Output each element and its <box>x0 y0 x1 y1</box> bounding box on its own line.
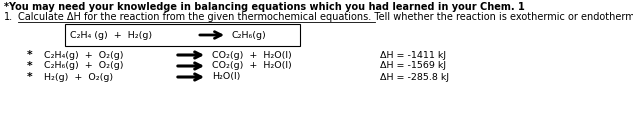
Text: Calculate ΔH for the reaction from the given thermochemical equations. Tell whet: Calculate ΔH for the reaction from the g… <box>18 12 633 22</box>
Text: C₂H₆(g): C₂H₆(g) <box>232 30 266 39</box>
Text: C₂H₄(g)  +  O₂(g): C₂H₄(g) + O₂(g) <box>44 51 123 60</box>
Text: *You may need your knowledge in balancing equations which you had learned in you: *You may need your knowledge in balancin… <box>4 2 525 12</box>
Text: C₂H₆(g)  +  O₂(g): C₂H₆(g) + O₂(g) <box>44 62 123 70</box>
Text: CO₂(g)  +  H₂O(l): CO₂(g) + H₂O(l) <box>212 62 292 70</box>
Text: *: * <box>27 50 33 60</box>
Text: ΔH = -285.8 kJ: ΔH = -285.8 kJ <box>380 72 449 81</box>
Text: ΔH = -1411 kJ: ΔH = -1411 kJ <box>380 51 446 60</box>
Text: ΔH = -1569 kJ: ΔH = -1569 kJ <box>380 62 446 70</box>
Text: *: * <box>27 72 33 82</box>
FancyBboxPatch shape <box>65 24 300 46</box>
Text: 1.: 1. <box>4 12 13 22</box>
Text: H₂(g)  +  O₂(g): H₂(g) + O₂(g) <box>44 72 113 81</box>
Text: *: * <box>27 61 33 71</box>
Text: C₂H₄ (g)  +  H₂(g): C₂H₄ (g) + H₂(g) <box>70 30 152 39</box>
Text: CO₂(g)  +  H₂O(l): CO₂(g) + H₂O(l) <box>212 51 292 60</box>
Text: H₂O(l): H₂O(l) <box>212 72 241 81</box>
